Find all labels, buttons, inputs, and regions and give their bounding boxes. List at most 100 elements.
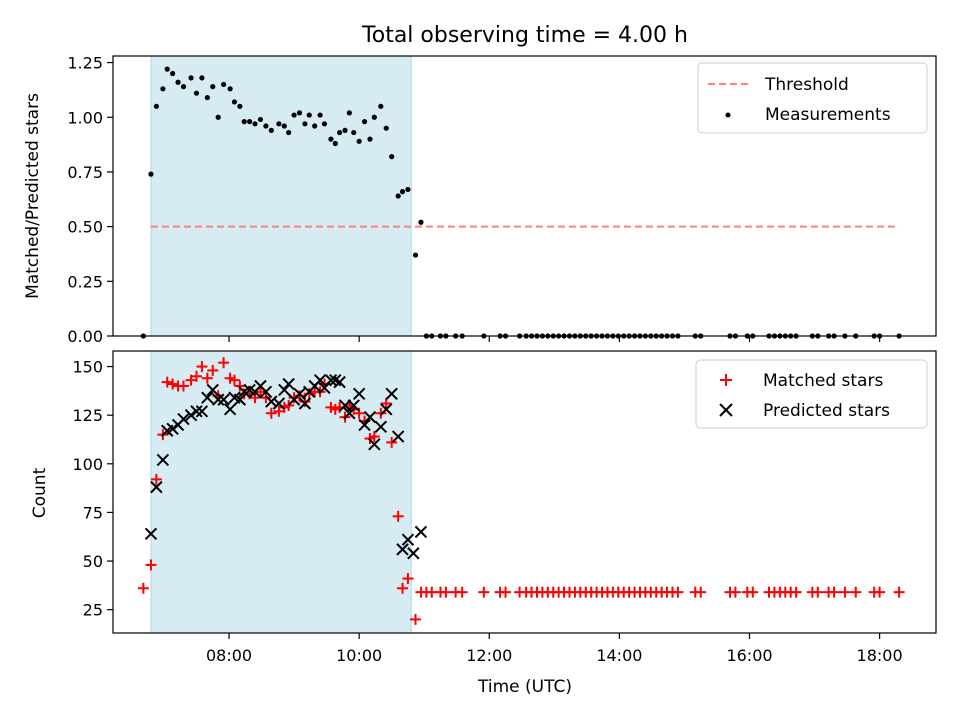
matched-star-point	[196, 361, 208, 373]
matched-star-point	[218, 357, 230, 369]
bottom-x-tick-label: 14:00	[596, 646, 642, 665]
predicted-star-point	[333, 375, 346, 389]
predicted-star-point	[343, 407, 356, 420]
matched-star-point	[828, 586, 840, 598]
matched-star-point	[254, 386, 266, 398]
top-y-ticks: 0.00 0.25 0.50 0.75 1.00 1.25	[67, 54, 113, 346]
bottom-x-tick-label: 16:00	[726, 646, 772, 665]
bottom-y-tick-label: 25	[83, 601, 103, 620]
bottom-y-tick-label: 75	[83, 503, 103, 522]
predicted-legend-label: Predicted stars	[763, 401, 890, 421]
bottom-y-tick-label: 50	[83, 552, 103, 571]
predicted-star-point	[380, 403, 393, 416]
predicted-star-point	[363, 410, 377, 424]
measurement-point	[371, 114, 377, 120]
measurement-point	[221, 81, 227, 88]
predicted-star-point	[278, 383, 291, 397]
bottom-y-tick-label: 100	[72, 455, 103, 474]
bottom-y-ticks: 25 50 75 100 125 150	[72, 358, 113, 620]
measurement-point	[346, 110, 352, 116]
matched-star-point	[850, 586, 862, 598]
matched-star-point	[375, 407, 387, 419]
measurements-legend-swatch	[725, 112, 731, 118]
measurement-point	[291, 112, 297, 118]
matched-star-point	[672, 586, 684, 598]
predicted-star-point	[211, 393, 225, 406]
matched-star-point	[695, 586, 707, 598]
predicted-star-point	[396, 543, 409, 556]
measurement-point	[317, 112, 323, 118]
predicted-star-point	[233, 393, 247, 406]
predicted-star-point	[414, 525, 428, 539]
predicted-star-point	[298, 397, 312, 410]
measurement-point	[281, 123, 287, 129]
measurement-point	[378, 103, 384, 109]
top-panel: Total observing time = 4.00 h 0.000.250.…	[23, 23, 937, 346]
matched-star-point	[161, 376, 173, 388]
matched-star-point	[145, 559, 157, 571]
matched-star-point	[177, 380, 189, 392]
bottom-x-tick-label: 08:00	[206, 646, 252, 665]
measurement-point	[175, 79, 181, 85]
bottom-y-tick-label: 125	[72, 406, 103, 425]
matched-star-point	[397, 582, 409, 594]
matched-star-point	[729, 586, 741, 598]
top-panel-title: Total observing time = 4.00 h	[361, 23, 688, 48]
matched-star-point	[478, 586, 490, 598]
matched-star-point	[500, 586, 512, 598]
predicted-star-point	[217, 393, 230, 406]
predicted-star-point	[352, 387, 366, 400]
measurement-point	[342, 127, 348, 133]
measurement-point	[395, 193, 401, 199]
bottom-x-ticks: 08:00 10:00 12:00 14:00 16:00 18:00	[206, 633, 903, 665]
predicted-star-point	[190, 405, 203, 418]
top-y-tick-label: 0.25	[67, 272, 103, 291]
bottom-x-tick-label: 18:00	[857, 646, 903, 665]
measurement-point	[332, 140, 338, 147]
measurement-point	[170, 70, 176, 77]
matched-star-point	[228, 374, 240, 386]
predicted-star-point	[313, 373, 327, 387]
measurement-point	[153, 103, 159, 109]
measurement-point	[241, 119, 247, 125]
measurement-point	[193, 90, 200, 96]
measurement-point	[286, 129, 292, 136]
measurement-point	[399, 189, 406, 195]
predicted-star-point	[293, 387, 306, 400]
matched-star-point	[150, 473, 162, 485]
predicted-star-point	[265, 395, 278, 408]
bottom-x-tick-label: 12:00	[466, 646, 512, 665]
measurement-point	[276, 121, 282, 127]
measurement-point	[180, 84, 187, 90]
top-observing-span	[150, 55, 412, 337]
measurement-point	[383, 125, 389, 131]
measurement-point	[306, 112, 312, 118]
measurement-point	[412, 252, 419, 258]
measurement-point	[237, 103, 243, 109]
matched-star-point	[839, 586, 851, 598]
predicted-star-point	[374, 420, 388, 434]
bottom-y-tick-label: 150	[72, 358, 103, 377]
top-y-axis-label: Matched/Predicted stars	[23, 93, 43, 299]
bottom-legend: Matched stars Predicted stars	[695, 359, 928, 429]
threshold-legend-label: Threshold	[764, 75, 849, 95]
measurement-point	[164, 66, 170, 72]
matched-star-point	[747, 586, 759, 598]
matched-star-point	[190, 370, 202, 382]
top-legend-box	[697, 62, 928, 134]
measurement-point	[356, 138, 362, 144]
measurement-point	[227, 86, 233, 92]
measurement-point	[351, 129, 357, 136]
measurement-point	[247, 119, 253, 125]
measurement-point	[231, 99, 238, 105]
measurement-point	[257, 116, 264, 123]
predicted-star-point	[184, 408, 198, 422]
predicted-star-point	[401, 533, 415, 546]
bottom-axes-frame	[112, 350, 937, 634]
predicted-legend-swatch	[719, 403, 733, 417]
top-y-tick-label: 0.00	[67, 327, 103, 346]
measurement-point	[389, 154, 395, 160]
bottom-legend-box	[695, 359, 928, 429]
matched-star-point	[207, 364, 219, 376]
